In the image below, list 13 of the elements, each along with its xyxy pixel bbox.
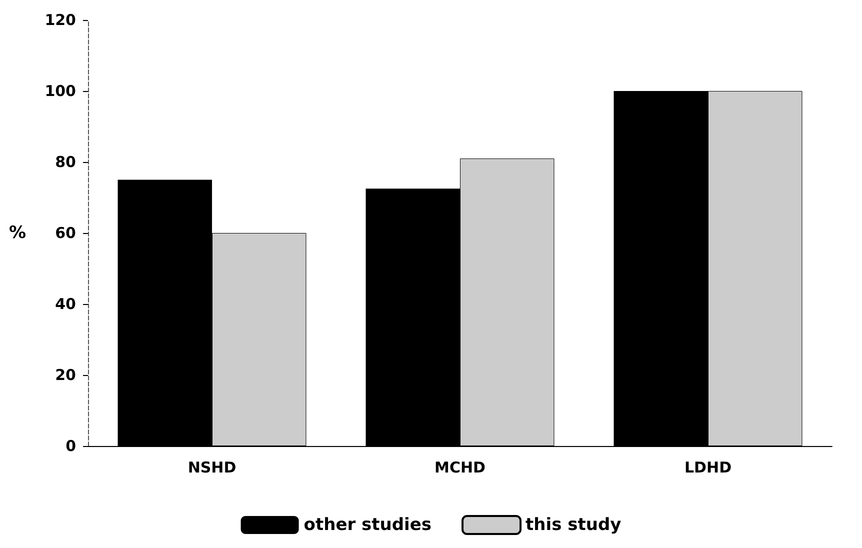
x-tick-label: MCHD xyxy=(434,458,486,476)
y-tick-label: 60 xyxy=(55,224,76,242)
y-tick-label: 40 xyxy=(55,295,76,313)
y-tick-label: 0 xyxy=(66,437,76,455)
y-tick-label: 80 xyxy=(55,153,76,171)
y-tick-label: 20 xyxy=(55,366,76,384)
legend-label: other studies xyxy=(304,515,432,535)
x-tick-label: LDHD xyxy=(684,458,732,476)
x-tick-label: NSHD xyxy=(188,458,236,476)
y-tick-label: 100 xyxy=(44,82,76,100)
legend-label: this study xyxy=(526,515,622,535)
y-axis-title: % xyxy=(8,223,26,243)
y-tick-label: 120 xyxy=(44,11,76,29)
